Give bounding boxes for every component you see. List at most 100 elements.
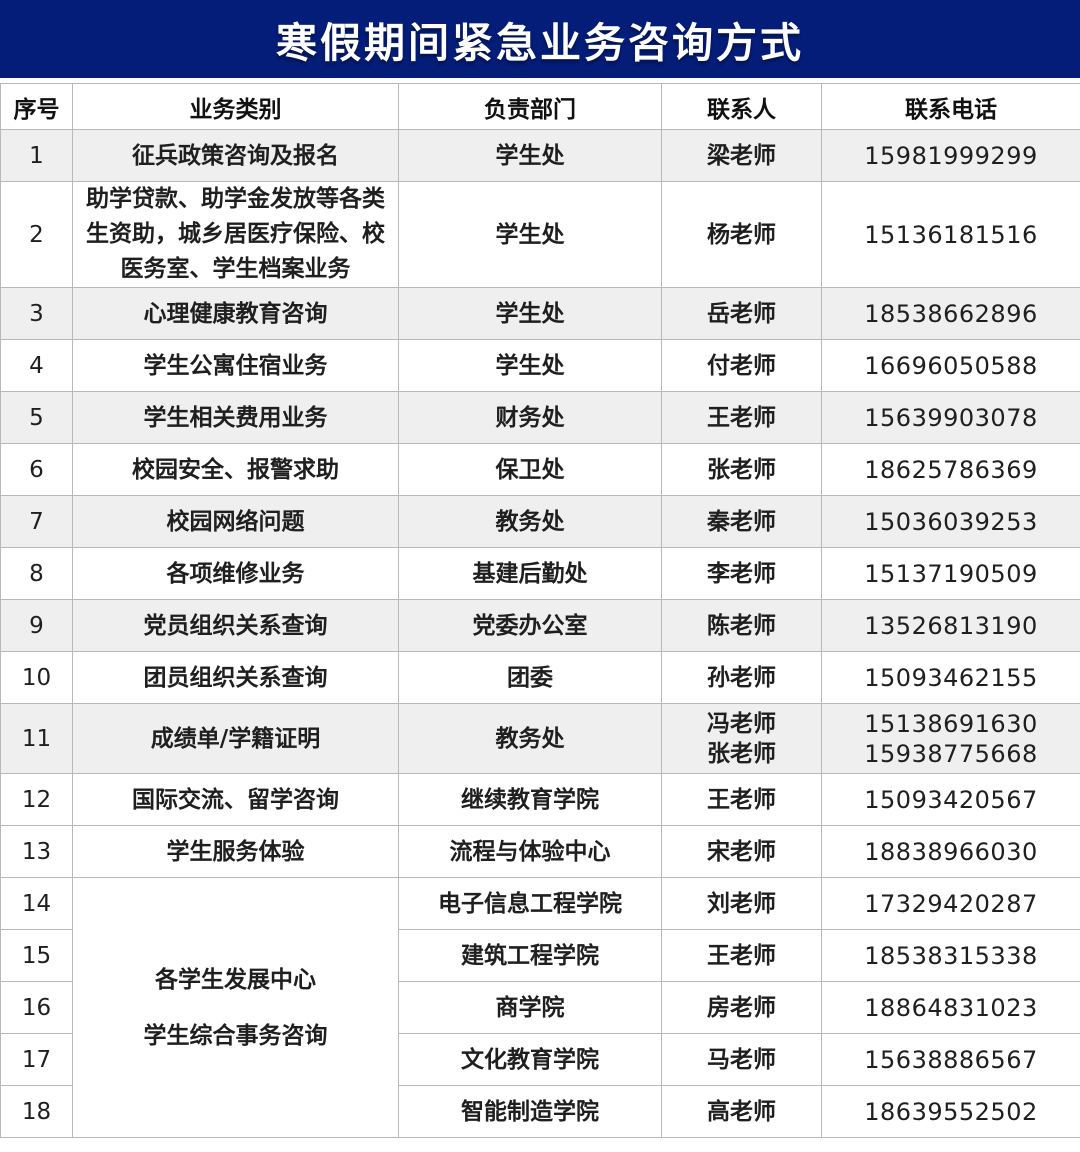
table-row: 8 各项维修业务 基建后勤处 李老师 15137190509 bbox=[0, 547, 1080, 600]
contact-cell: 马老师 bbox=[661, 1033, 822, 1086]
phone-cell: 18538662896 bbox=[821, 287, 1080, 340]
contact-cell: 高老师 bbox=[661, 1085, 822, 1138]
table-row: 15 建筑工程学院 王老师 18538315338 bbox=[0, 929, 1080, 982]
phone-cell: 18864831023 bbox=[821, 981, 1080, 1034]
row-number-cell: 4 bbox=[0, 339, 73, 392]
row-number-cell: 14 bbox=[0, 877, 73, 930]
phone-cell: 15136181516 bbox=[821, 181, 1080, 288]
table-row: 10 团员组织关系查询 团委 孙老师 15093462155 bbox=[0, 651, 1080, 704]
category-cell: 助学贷款、助学金发放等各类生资助，城乡居医疗保险、校医务室、学生档案业务 bbox=[72, 181, 399, 288]
contact-cell: 刘老师 bbox=[661, 877, 822, 930]
row-number-cell: 13 bbox=[0, 825, 73, 878]
category-cell: 国际交流、留学咨询 bbox=[72, 773, 399, 826]
category-cell: 学生服务体验 bbox=[72, 825, 399, 878]
merged-category-line2: 学生综合事务咨询 bbox=[143, 1022, 328, 1049]
row-number-cell: 7 bbox=[0, 495, 73, 548]
table-row: 11 成绩单/学籍证明 教务处 冯老师 张老师 15138691630 1593… bbox=[0, 703, 1080, 774]
col-header-no: 序号 bbox=[0, 83, 73, 130]
department-cell: 智能制造学院 bbox=[398, 1085, 662, 1138]
table-row: 4 学生公寓住宿业务 学生处 付老师 16696050588 bbox=[0, 339, 1080, 392]
department-cell: 文化教育学院 bbox=[398, 1033, 662, 1086]
row-number-cell: 17 bbox=[0, 1033, 73, 1086]
department-cell: 流程与体验中心 bbox=[398, 825, 662, 878]
contact-cell: 王老师 bbox=[661, 391, 822, 444]
col-header-category: 业务类别 bbox=[72, 83, 399, 130]
merged-category-line1: 各学生发展中心 bbox=[155, 966, 316, 993]
row-number-cell: 3 bbox=[0, 287, 73, 340]
phone-cell: 16696050588 bbox=[821, 339, 1080, 392]
row-number-cell: 12 bbox=[0, 773, 73, 826]
phone-cell: 15638886567 bbox=[821, 1033, 1080, 1086]
contact-table: 序号 业务类别 负责部门 联系人 联系电话 1 征兵政策咨询及报名 学生处 梁老… bbox=[0, 83, 1080, 1138]
contact-cell: 王老师 bbox=[661, 929, 822, 982]
department-cell: 学生处 bbox=[398, 129, 662, 182]
table-row: 1 征兵政策咨询及报名 学生处 梁老师 15981999299 bbox=[0, 129, 1080, 182]
row-number-cell: 18 bbox=[0, 1085, 73, 1138]
department-cell: 商学院 bbox=[398, 981, 662, 1034]
contact-cell: 宋老师 bbox=[661, 825, 822, 878]
row-number-cell: 10 bbox=[0, 651, 73, 704]
phone-cell: 15138691630 15938775668 bbox=[821, 703, 1080, 774]
category-cell: 团员组织关系查询 bbox=[72, 651, 399, 704]
phone-cell: 13526813190 bbox=[821, 599, 1080, 652]
department-cell: 学生处 bbox=[398, 339, 662, 392]
department-cell: 党委办公室 bbox=[398, 599, 662, 652]
department-cell: 学生处 bbox=[398, 181, 662, 288]
contact-name-2: 张老师 bbox=[707, 740, 776, 767]
contact-cell: 梁老师 bbox=[661, 129, 822, 182]
contact-cell: 杨老师 bbox=[661, 181, 822, 288]
department-cell: 教务处 bbox=[398, 495, 662, 548]
category-cell: 征兵政策咨询及报名 bbox=[72, 129, 399, 182]
category-cell: 学生相关费用业务 bbox=[72, 391, 399, 444]
row-number-cell: 16 bbox=[0, 981, 73, 1034]
category-cell: 党员组织关系查询 bbox=[72, 599, 399, 652]
contact-cell: 付老师 bbox=[661, 339, 822, 392]
col-header-department: 负责部门 bbox=[398, 83, 662, 130]
contact-cell: 孙老师 bbox=[661, 651, 822, 704]
contact-cell: 张老师 bbox=[661, 443, 822, 496]
category-cell: 校园网络问题 bbox=[72, 495, 399, 548]
phone-cell: 15036039253 bbox=[821, 495, 1080, 548]
table-row: 3 心理健康教育咨询 学生处 岳老师 18538662896 bbox=[0, 287, 1080, 340]
department-cell: 建筑工程学院 bbox=[398, 929, 662, 982]
table-header-row: 序号 业务类别 负责部门 联系人 联系电话 bbox=[0, 83, 1080, 130]
category-cell: 成绩单/学籍证明 bbox=[72, 703, 399, 774]
phone-cell: 18639552502 bbox=[821, 1085, 1080, 1138]
row-number-cell: 2 bbox=[0, 181, 73, 288]
contact-cell: 王老师 bbox=[661, 773, 822, 826]
row-number-cell: 9 bbox=[0, 599, 73, 652]
phone-cell: 15093420567 bbox=[821, 773, 1080, 826]
phone-number-2: 15938775668 bbox=[864, 739, 1038, 768]
row-number-cell: 5 bbox=[0, 391, 73, 444]
page-title: 寒假期间紧急业务咨询方式 bbox=[276, 19, 804, 67]
table-row: 12 国际交流、留学咨询 继续教育学院 王老师 15093420567 bbox=[0, 773, 1080, 826]
table-row: 14 各学生发展中心 学生综合事务咨询 电子信息工程学院 刘老师 1732942… bbox=[0, 877, 1080, 1138]
phone-cell: 17329420287 bbox=[821, 877, 1080, 930]
table-row: 13 学生服务体验 流程与体验中心 宋老师 18838966030 bbox=[0, 825, 1080, 878]
merged-category-cell: 各学生发展中心 学生综合事务咨询 bbox=[72, 877, 399, 1138]
table-row: 17 文化教育学院 马老师 15638886567 bbox=[0, 1033, 1080, 1086]
table-row: 2 助学贷款、助学金发放等各类生资助，城乡居医疗保险、校医务室、学生档案业务 学… bbox=[0, 181, 1080, 288]
phone-cell: 18838966030 bbox=[821, 825, 1080, 878]
category-cell: 心理健康教育咨询 bbox=[72, 287, 399, 340]
col-header-phone: 联系电话 bbox=[821, 83, 1080, 130]
phone-cell: 18538315338 bbox=[821, 929, 1080, 982]
category-cell: 学生公寓住宿业务 bbox=[72, 339, 399, 392]
department-cell: 学生处 bbox=[398, 287, 662, 340]
phone-cell: 15639903078 bbox=[821, 391, 1080, 444]
title-banner: 寒假期间紧急业务咨询方式 bbox=[0, 0, 1080, 78]
category-cell: 校园安全、报警求助 bbox=[72, 443, 399, 496]
row-number-cell: 8 bbox=[0, 547, 73, 600]
phone-cell: 15137190509 bbox=[821, 547, 1080, 600]
table-row: 6 校园安全、报警求助 保卫处 张老师 18625786369 bbox=[0, 443, 1080, 496]
table-row: 18 智能制造学院 高老师 18639552502 bbox=[0, 1085, 1080, 1138]
table-row: 9 党员组织关系查询 党委办公室 陈老师 13526813190 bbox=[0, 599, 1080, 652]
contact-cell: 冯老师 张老师 bbox=[661, 703, 822, 774]
department-cell: 教务处 bbox=[398, 703, 662, 774]
table-row: 5 学生相关费用业务 财务处 王老师 15639903078 bbox=[0, 391, 1080, 444]
contact-cell: 房老师 bbox=[661, 981, 822, 1034]
row-number-cell: 11 bbox=[0, 703, 73, 774]
row-number-cell: 1 bbox=[0, 129, 73, 182]
row-number-cell: 15 bbox=[0, 929, 73, 982]
phone-number-1: 15138691630 bbox=[864, 709, 1038, 738]
